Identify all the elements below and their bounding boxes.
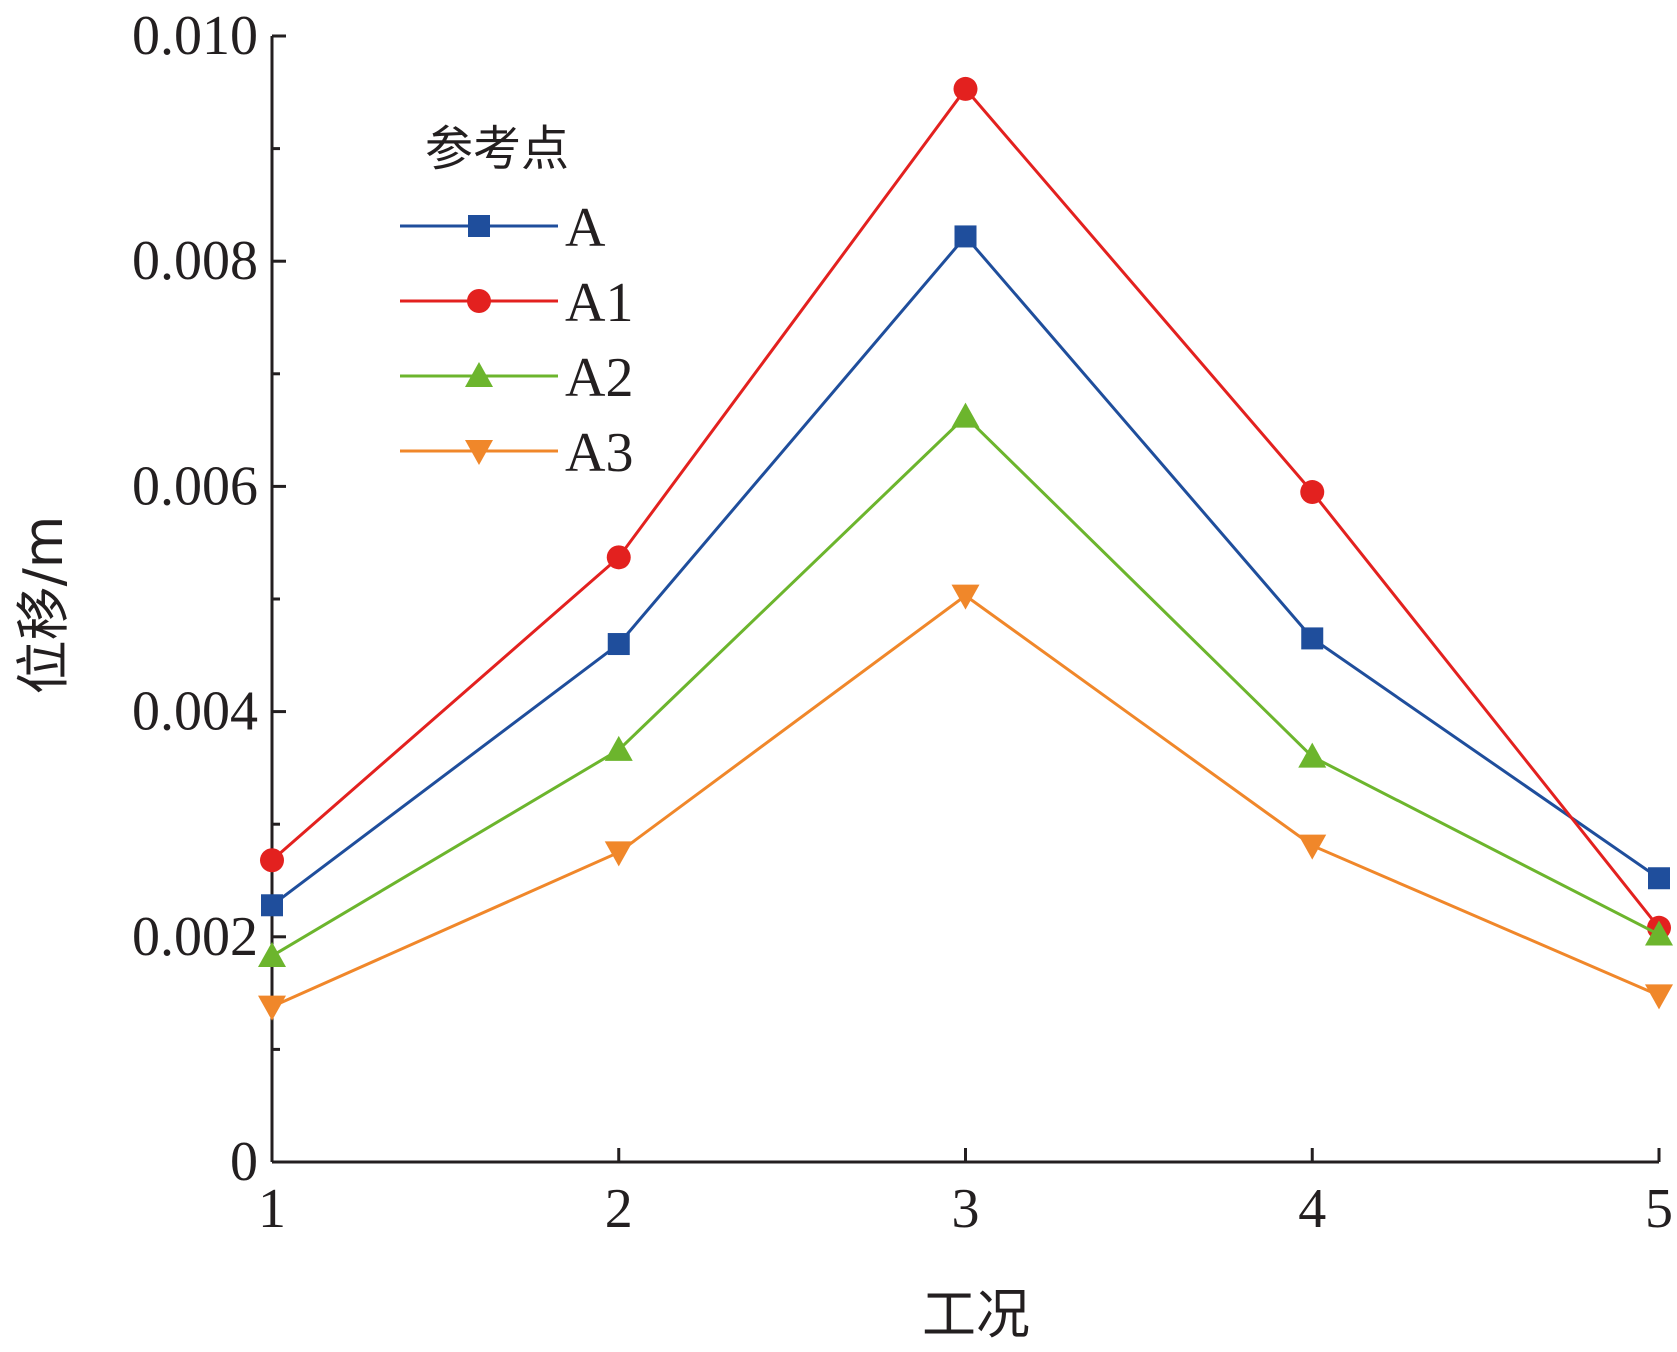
y-axis-title: 位移/m xyxy=(12,516,75,695)
data-point xyxy=(951,584,980,610)
x-tick-label: 1 xyxy=(258,1178,286,1240)
y-tick-label: 0.010 xyxy=(132,5,258,67)
legend-marker xyxy=(467,289,491,313)
data-point xyxy=(606,545,631,570)
series-line xyxy=(271,86,1661,929)
data-point xyxy=(1645,920,1673,946)
series-a xyxy=(261,225,1670,917)
series-layer xyxy=(258,76,1673,1021)
data-point xyxy=(953,76,978,101)
data-point xyxy=(1648,867,1670,890)
x-tick-label: 4 xyxy=(1298,1178,1326,1240)
series-line xyxy=(271,593,1660,1008)
legend-item-a3: A3 xyxy=(400,422,633,484)
y-tick-label: 0 xyxy=(230,1131,258,1193)
y-tick-label: 0.008 xyxy=(132,230,258,292)
legend-item-a2: A2 xyxy=(400,347,633,409)
data-point xyxy=(1301,627,1324,650)
legend-label: A3 xyxy=(565,422,633,484)
series-a2 xyxy=(258,402,1673,967)
legend-item-a1: A1 xyxy=(400,272,633,334)
series-a3 xyxy=(258,584,1673,1021)
data-point xyxy=(954,225,977,248)
x-tick-label: 5 xyxy=(1645,1178,1673,1240)
data-point xyxy=(1298,834,1327,860)
series-line xyxy=(271,234,1660,907)
legend-label: A xyxy=(565,197,606,259)
series-line xyxy=(271,414,1660,958)
axes: 0 0.002 0.004 0.006 0.008 0.010 1 2 3 4 5 xyxy=(132,5,1673,1240)
data-point xyxy=(607,633,630,656)
x-tick-label: 2 xyxy=(605,1178,633,1240)
series-a1 xyxy=(260,76,1671,940)
data-point xyxy=(1645,984,1673,1010)
x-axis-title: 工况 xyxy=(922,1283,1030,1346)
legend: 参考点 A A1 A2 A3 xyxy=(400,121,633,484)
legend-label: A2 xyxy=(565,347,633,409)
data-point xyxy=(1298,742,1327,768)
data-point xyxy=(261,894,283,917)
legend-label: A1 xyxy=(565,272,633,334)
legend-item-a: A xyxy=(400,197,606,259)
data-point xyxy=(951,402,980,428)
data-point xyxy=(604,841,633,867)
data-point xyxy=(1300,480,1325,505)
data-point xyxy=(604,735,633,761)
data-point xyxy=(258,941,286,967)
legend-marker xyxy=(468,215,490,237)
y-tick-label: 0.002 xyxy=(132,906,258,968)
legend-title: 参考点 xyxy=(425,121,569,177)
legend-marker xyxy=(465,440,493,465)
x-tick-label: 3 xyxy=(952,1178,980,1240)
data-point xyxy=(260,848,284,873)
y-tick-label: 0.006 xyxy=(132,455,258,517)
y-tick-label: 0.004 xyxy=(132,681,258,743)
data-point xyxy=(258,995,286,1021)
legend-marker xyxy=(465,362,493,387)
